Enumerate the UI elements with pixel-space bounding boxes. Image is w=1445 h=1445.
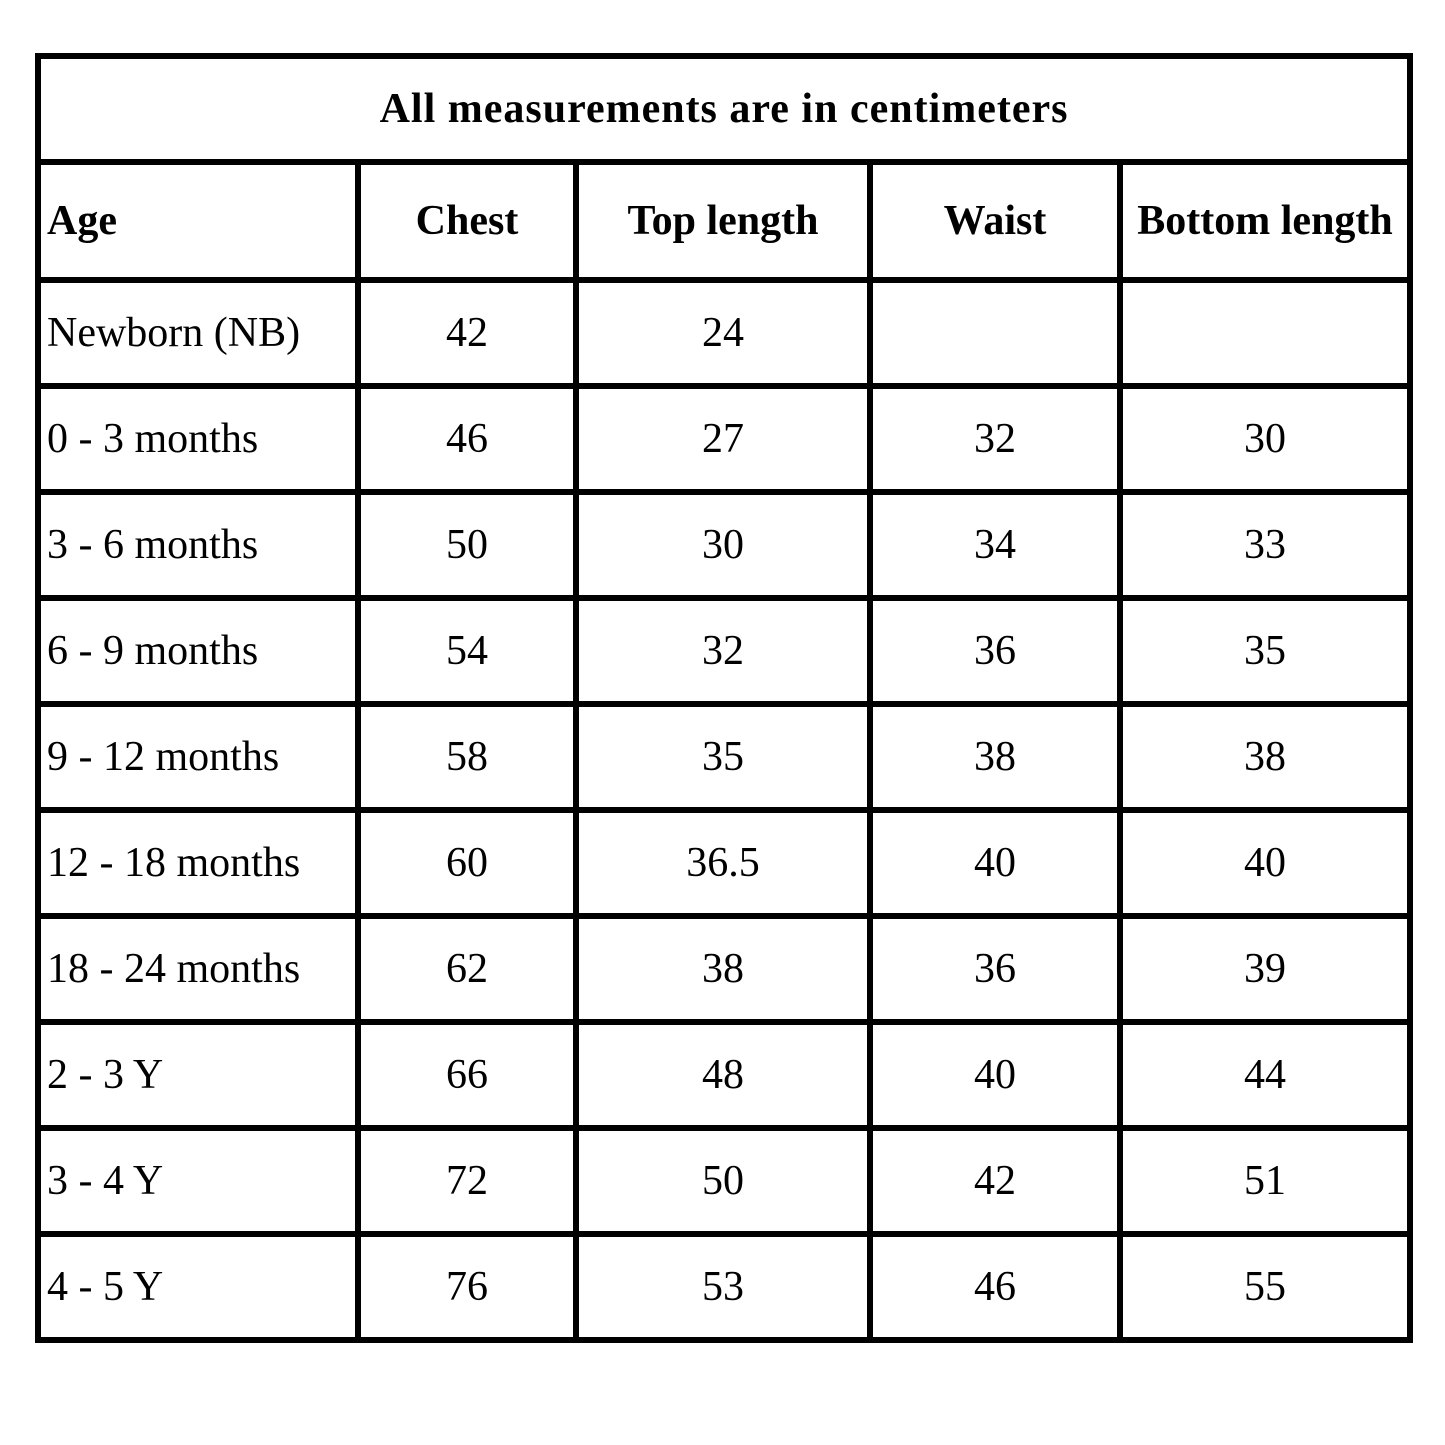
table-row-0-3-months: 0 - 3 months 46 27 32 30 xyxy=(35,383,1414,495)
cell-age: 0 - 3 months xyxy=(35,383,361,495)
column-header-age: Age xyxy=(35,159,361,283)
cell-top-length: 35 xyxy=(573,701,873,813)
cell-bottom-length xyxy=(1116,277,1414,389)
cell-bottom-length: 30 xyxy=(1116,383,1414,495)
cell-waist: 36 xyxy=(867,595,1123,707)
cell-top-length: 36.5 xyxy=(573,807,873,919)
cell-chest: 66 xyxy=(355,1019,579,1131)
cell-waist: 42 xyxy=(867,1125,1123,1237)
cell-age: 6 - 9 months xyxy=(35,595,361,707)
cell-bottom-length: 40 xyxy=(1116,807,1414,919)
table-row-newborn: Newborn (NB) 42 24 xyxy=(35,277,1414,389)
table-row-2-3-y: 2 - 3 Y 66 48 40 44 xyxy=(35,1019,1414,1131)
cell-bottom-length: 44 xyxy=(1116,1019,1414,1131)
cell-top-length: 24 xyxy=(573,277,873,389)
cell-chest: 58 xyxy=(355,701,579,813)
cell-bottom-length: 33 xyxy=(1116,489,1414,601)
cell-waist: 32 xyxy=(867,383,1123,495)
cell-bottom-length: 51 xyxy=(1116,1125,1414,1237)
table-row-3-4-y: 3 - 4 Y 72 50 42 51 xyxy=(35,1125,1414,1237)
cell-top-length: 32 xyxy=(573,595,873,707)
cell-bottom-length: 55 xyxy=(1116,1231,1414,1343)
table-row-4-5-y: 4 - 5 Y 76 53 46 55 xyxy=(35,1231,1414,1343)
cell-chest: 50 xyxy=(355,489,579,601)
cell-waist: 40 xyxy=(867,807,1123,919)
size-chart-table: All measurements are in centimeters Age … xyxy=(34,53,1414,1343)
cell-waist: 34 xyxy=(867,489,1123,601)
cell-bottom-length: 35 xyxy=(1116,595,1414,707)
cell-chest: 42 xyxy=(355,277,579,389)
cell-waist: 40 xyxy=(867,1019,1123,1131)
column-header-top-length: Top length xyxy=(573,159,873,283)
cell-top-length: 50 xyxy=(573,1125,873,1237)
column-header-bottom-length: Bottom length xyxy=(1116,159,1414,283)
table-row-9-12-months: 9 - 12 months 58 35 38 38 xyxy=(35,701,1414,813)
cell-top-length: 27 xyxy=(573,383,873,495)
cell-age: 3 - 6 months xyxy=(35,489,361,601)
column-header-chest: Chest xyxy=(355,159,579,283)
table-title: All measurements are in centimeters xyxy=(34,53,1414,165)
cell-bottom-length: 39 xyxy=(1116,913,1414,1025)
cell-age: 9 - 12 months xyxy=(35,701,361,813)
cell-age: 18 - 24 months xyxy=(35,913,361,1025)
cell-chest: 54 xyxy=(355,595,579,707)
cell-top-length: 48 xyxy=(573,1019,873,1131)
cell-top-length: 38 xyxy=(573,913,873,1025)
cell-chest: 46 xyxy=(355,383,579,495)
cell-chest: 76 xyxy=(355,1231,579,1343)
cell-waist: 38 xyxy=(867,701,1123,813)
cell-age: 4 - 5 Y xyxy=(35,1231,361,1343)
column-header-waist: Waist xyxy=(867,159,1123,283)
cell-chest: 60 xyxy=(355,807,579,919)
table-row-12-18-months: 12 - 18 months 60 36.5 40 40 xyxy=(35,807,1414,919)
cell-waist: 46 xyxy=(867,1231,1123,1343)
cell-top-length: 53 xyxy=(573,1231,873,1343)
cell-bottom-length: 38 xyxy=(1116,701,1414,813)
cell-top-length: 30 xyxy=(573,489,873,601)
cell-chest: 62 xyxy=(355,913,579,1025)
table-row-18-24-months: 18 - 24 months 62 38 36 39 xyxy=(35,913,1414,1025)
cell-waist: 36 xyxy=(867,913,1123,1025)
cell-age: 2 - 3 Y xyxy=(35,1019,361,1131)
title-row: All measurements are in centimeters xyxy=(34,53,1414,165)
cell-chest: 72 xyxy=(355,1125,579,1237)
cell-age: 3 - 4 Y xyxy=(35,1125,361,1237)
table-row-6-9-months: 6 - 9 months 54 32 36 35 xyxy=(35,595,1414,707)
cell-age: Newborn (NB) xyxy=(35,277,361,389)
cell-waist xyxy=(867,277,1123,389)
header-row: Age Chest Top length Waist Bottom length xyxy=(35,159,1414,283)
cell-age: 12 - 18 months xyxy=(35,807,361,919)
table-row-3-6-months: 3 - 6 months 50 30 34 33 xyxy=(35,489,1414,601)
